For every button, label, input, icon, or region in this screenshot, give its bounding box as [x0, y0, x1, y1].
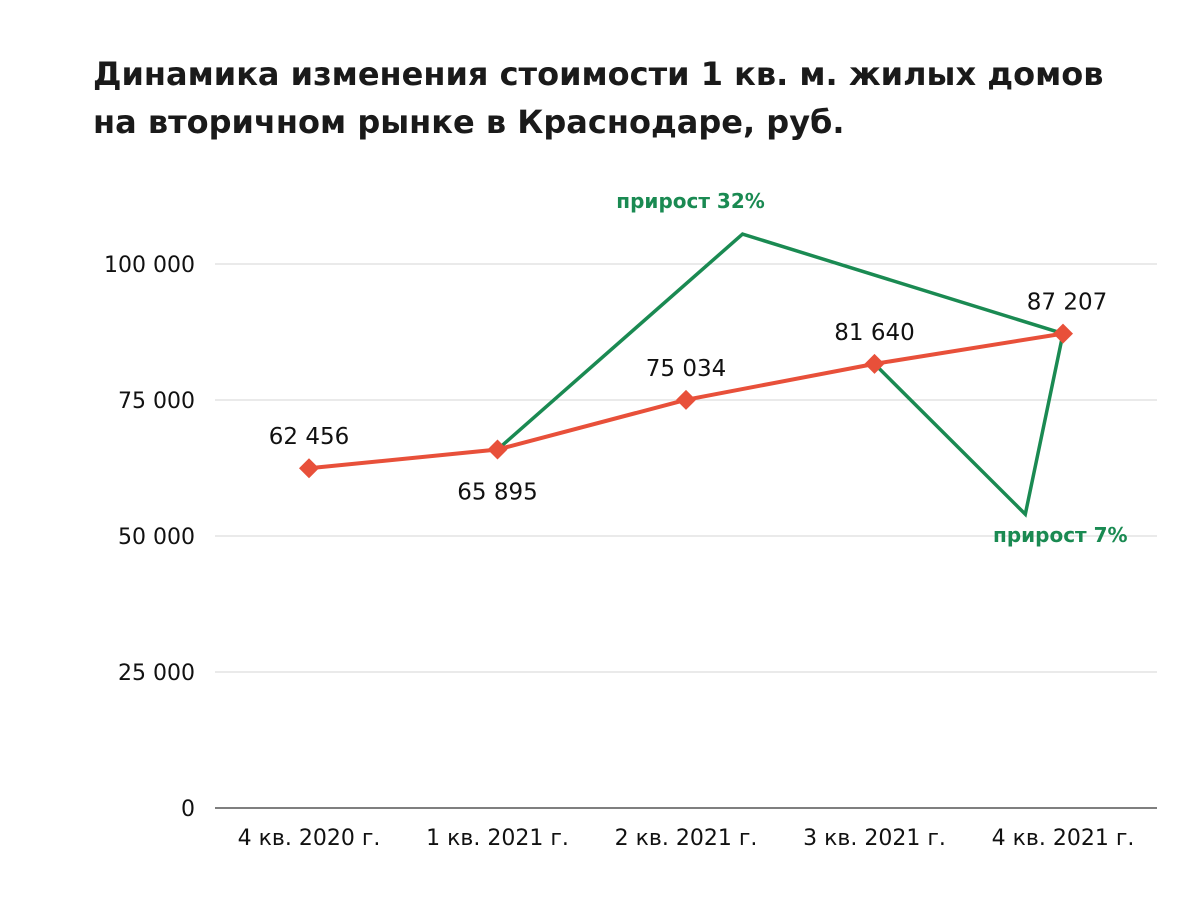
- chart-title-line-2: на вторичном рынке в Краснодаре, руб.: [93, 103, 845, 141]
- chart-title: Динамика изменения стоимости 1 кв. м. жи…: [93, 50, 1143, 146]
- y-tick-label: 0: [181, 797, 195, 822]
- data-label: 65 895: [457, 480, 537, 506]
- data-point-marker: [1053, 323, 1073, 344]
- growth-annotation-line: [873, 333, 1065, 518]
- chart-title-line-1: Динамика изменения стоимости 1 кв. м. жи…: [93, 55, 1104, 93]
- y-tick-label: 75 000: [118, 389, 195, 414]
- x-tick-label: 3 кв. 2021 г.: [803, 826, 946, 851]
- y-axis-tick-labels: 0 25 000 50 000 75 000 100 000: [104, 253, 195, 822]
- data-point-marker: [676, 389, 696, 410]
- grid-lines: [215, 263, 1157, 809]
- data-labels: 62 456 65 895 75 034 81 640 87 207: [269, 290, 1107, 506]
- growth-annotations: прирост 32% прирост 7%: [496, 189, 1128, 547]
- data-label: 75 034: [646, 356, 726, 382]
- x-tick-label: 4 кв. 2020 г.: [238, 826, 381, 851]
- y-tick-label: 25 000: [118, 661, 195, 686]
- x-tick-label: 1 кв. 2021 г.: [426, 826, 569, 851]
- x-tick-label: 2 кв. 2021 г.: [615, 826, 758, 851]
- data-point-marker: [864, 353, 885, 374]
- growth-annotation-label: прирост 32%: [616, 189, 765, 213]
- price-series: [299, 323, 1073, 479]
- x-tick-label: 4 кв. 2021 г.: [992, 826, 1135, 851]
- y-tick-label: 50 000: [118, 525, 195, 550]
- data-label: 62 456: [269, 424, 349, 450]
- x-axis-tick-labels: 4 кв. 2020 г. 1 кв. 2021 г. 2 кв. 2021 г. 3…: [238, 826, 1135, 851]
- data-label: 87 207: [1027, 290, 1107, 316]
- data-label: 81 640: [834, 320, 914, 346]
- growth-annotation-label: прирост 7%: [993, 523, 1128, 547]
- y-tick-label: 100 000: [104, 253, 195, 278]
- data-point-marker: [487, 439, 508, 460]
- growth-annotation-line: [496, 232, 1064, 451]
- data-point-marker: [299, 458, 319, 479]
